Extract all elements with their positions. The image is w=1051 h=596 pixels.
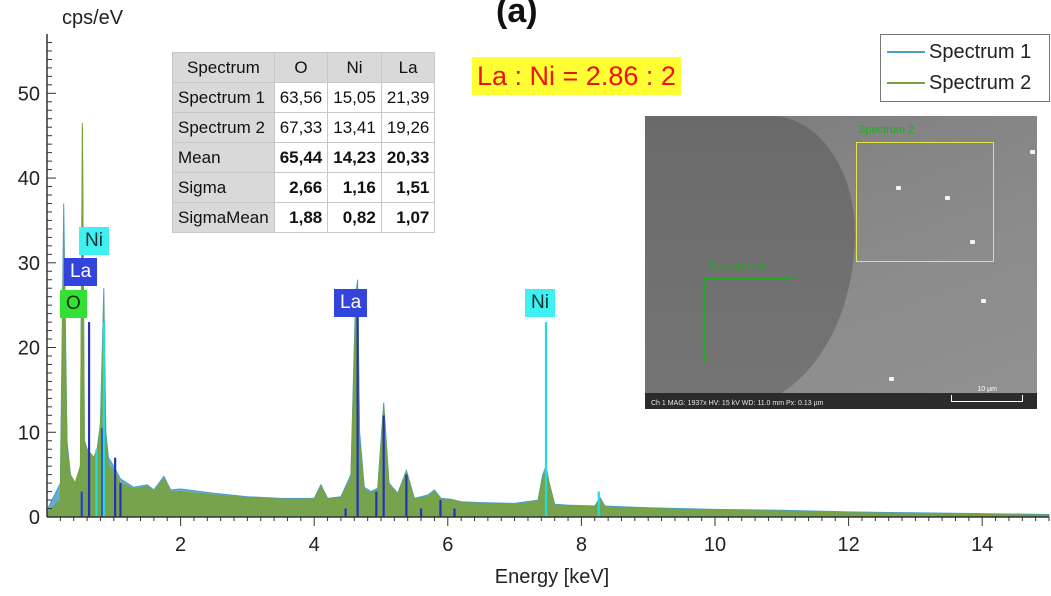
peak-label-la: La	[64, 258, 98, 286]
table-row: Spectrum 1 63,56 15,05 21,39	[172, 82, 436, 113]
legend-swatch	[887, 82, 925, 84]
y-axis-title: cps/eV	[62, 7, 124, 29]
table-cell: 13,41	[327, 112, 382, 143]
peak-label-ni: Ni	[79, 227, 109, 255]
legend-item-spectrum-1: Spectrum 1	[887, 38, 1031, 66]
ratio-annotation: La : Ni = 2.86 : 2	[472, 57, 681, 95]
x-tick-label: 12	[837, 534, 859, 556]
table-cell: 15,05	[327, 82, 382, 113]
sem-particle	[945, 196, 950, 200]
y-tick-label: 40	[18, 168, 40, 190]
legend: Spectrum 1 Spectrum 2	[880, 34, 1050, 102]
table-row: SigmaMean 1,88 0,82 1,07	[172, 202, 436, 233]
table-cell: 0,82	[327, 202, 382, 233]
legend-label: Spectrum 1	[929, 40, 1032, 63]
table-row: Mean 65,44 14,23 20,33	[172, 142, 436, 173]
sem-info-bar: Ch 1 MAG: 1937x HV: 15 kV WD: 11.0 mm Px…	[645, 393, 1037, 409]
peak-label-o: O	[60, 290, 87, 318]
panel-letter: (a)	[496, 0, 538, 30]
table-cell: 65,44	[273, 142, 329, 173]
sem-particle	[1030, 150, 1035, 154]
scale-bar-label: 10 µm	[977, 386, 997, 393]
table-cell: 1,07	[380, 202, 436, 233]
table-header-row: Spectrum O Ni La	[172, 52, 436, 83]
table-cell: 1,51	[380, 172, 436, 203]
sem-particle	[970, 240, 975, 244]
y-tick-label: 50	[18, 83, 40, 105]
x-tick-label: 2	[175, 534, 186, 556]
peak-label-la: La	[334, 289, 368, 317]
row-label: Sigma	[172, 172, 275, 203]
table-cell: 63,56	[273, 82, 329, 113]
row-label: Spectrum 1	[172, 82, 275, 113]
table-cell: 1,88	[273, 202, 329, 233]
row-label: SigmaMean	[172, 202, 275, 233]
x-tick-label: 6	[442, 534, 453, 556]
x-tick-label: 4	[309, 534, 320, 556]
y-tick-label: 30	[18, 253, 40, 275]
sem-particle	[981, 299, 986, 303]
table-cell: 21,39	[380, 82, 436, 113]
sem-particle	[889, 377, 894, 381]
table-header: Ni	[327, 52, 382, 83]
legend-label: Spectrum 2	[929, 71, 1032, 94]
peak-label-ni: Ni	[525, 289, 555, 317]
y-tick-label: 0	[29, 507, 40, 529]
table-header: La	[380, 52, 436, 83]
spectrum-1-region	[704, 278, 794, 364]
x-tick-label: 8	[576, 534, 587, 556]
table-row: Sigma 2,66 1,16 1,51	[172, 172, 436, 203]
spectrum-2-region	[856, 142, 994, 262]
sem-particle	[896, 186, 901, 190]
table-header: Spectrum	[172, 52, 275, 83]
table-cell: 1,16	[327, 172, 382, 203]
table-header: O	[273, 52, 329, 83]
x-tick-label: 10	[704, 534, 726, 556]
x-tick-label: 14	[971, 534, 993, 556]
legend-swatch	[887, 51, 925, 53]
y-tick-label: 20	[18, 338, 40, 360]
spectrum-2-region-label: Spectrum 2	[858, 124, 915, 136]
table-cell: 20,33	[380, 142, 436, 173]
table-row: Spectrum 2 67,33 13,41 19,26	[172, 112, 436, 143]
y-tick-label: 10	[18, 422, 40, 444]
legend-item-spectrum-2: Spectrum 2	[887, 69, 1031, 97]
table-cell: 67,33	[273, 112, 329, 143]
table-cell: 2,66	[273, 172, 329, 203]
row-label: Spectrum 2	[172, 112, 275, 143]
x-axis-title: Energy [keV]	[495, 566, 610, 588]
table-cell: 14,23	[327, 142, 382, 173]
sem-micrograph: Spectrum 1 Spectrum 2 Ch 1 MAG: 1937x HV…	[645, 116, 1037, 409]
sem-info-text: Ch 1 MAG: 1937x HV: 15 kV WD: 11.0 mm Px…	[651, 400, 824, 407]
quantification-table: Spectrum O Ni La Spectrum 1 63,56 15,05 …	[172, 52, 436, 233]
spectrum-1-region-label: Spectrum 1	[709, 260, 766, 272]
table-cell: 19,26	[380, 112, 436, 143]
row-label: Mean	[172, 142, 275, 173]
scale-bar	[951, 395, 1023, 402]
